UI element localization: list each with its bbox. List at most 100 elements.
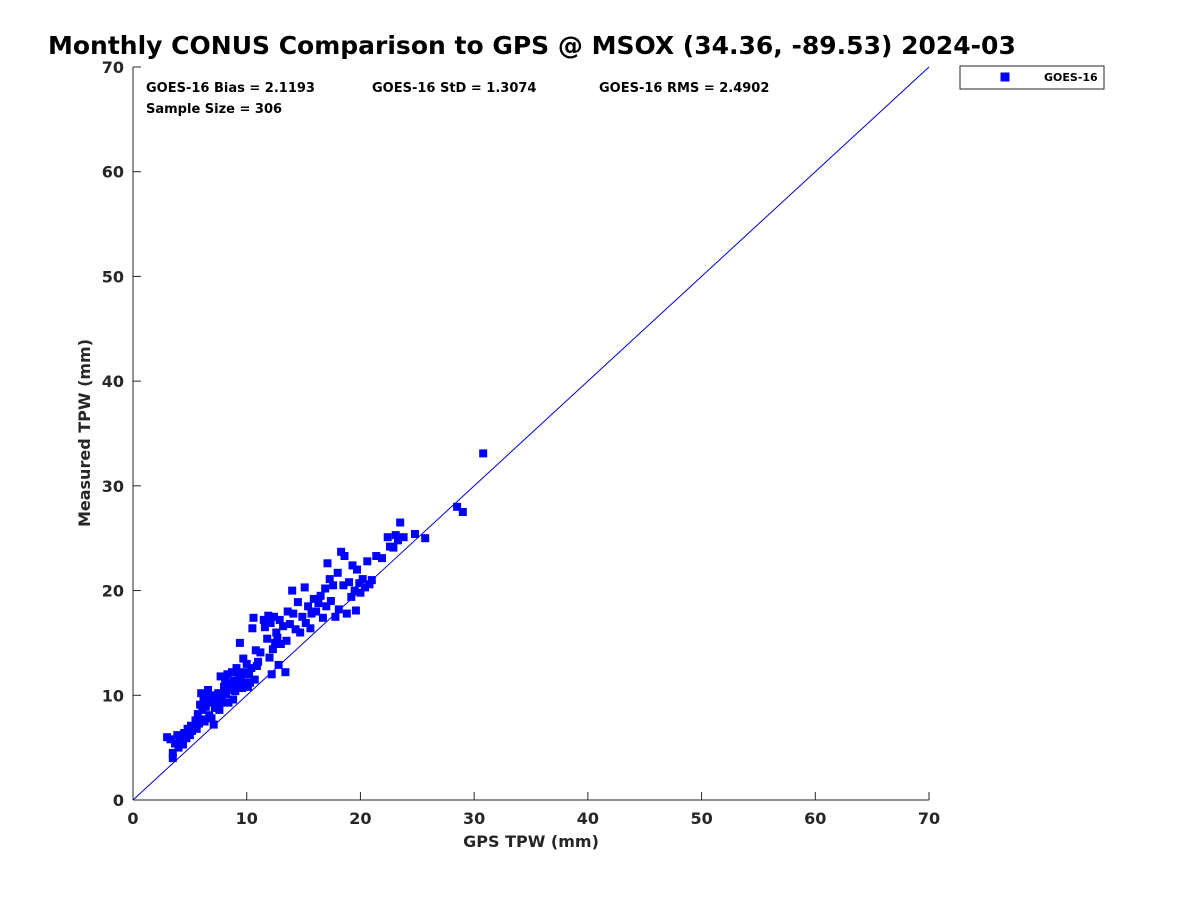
- data-point: [306, 624, 315, 633]
- data-point: [242, 659, 251, 668]
- data-point: [193, 710, 202, 719]
- data-point: [378, 554, 386, 563]
- data-point: [234, 670, 243, 679]
- data-point: [337, 547, 346, 556]
- data-point: [267, 670, 276, 679]
- data-point: [298, 612, 307, 621]
- data-point: [268, 645, 277, 654]
- stat-std: GOES-16 StD = 1.3074: [372, 81, 536, 96]
- data-point: [421, 534, 430, 543]
- x-tick-label: 40: [577, 809, 599, 828]
- data-point: [288, 586, 297, 595]
- data-point: [396, 518, 405, 527]
- stat-sample-size: Sample Size = 306: [146, 102, 282, 117]
- data-point: [300, 583, 309, 592]
- data-point: [348, 561, 357, 570]
- data-point: [204, 686, 213, 694]
- data-point: [333, 568, 342, 577]
- x-tick-label: 70: [918, 809, 940, 828]
- data-point: [226, 686, 235, 694]
- data-point: [276, 640, 285, 648]
- data-point: [321, 584, 330, 593]
- data-point: [174, 743, 183, 752]
- data-point: [351, 606, 360, 615]
- legend-marker: [1000, 72, 1010, 82]
- data-point: [304, 602, 313, 611]
- data-point: [213, 701, 222, 710]
- data-point: [325, 575, 334, 584]
- data-point: [212, 695, 220, 704]
- data-point: [256, 648, 265, 657]
- data-point: [217, 692, 226, 701]
- data-point: [197, 689, 206, 698]
- data-point: [225, 678, 234, 687]
- data-point: [249, 613, 258, 622]
- data-point: [215, 705, 224, 714]
- y-tick-label: 10: [102, 686, 124, 705]
- data-point: [270, 612, 278, 621]
- data-point: [222, 690, 231, 699]
- stat-rms: GOES-16 RMS = 2.4902: [599, 81, 769, 96]
- data-point: [263, 634, 272, 643]
- data-point: [296, 628, 305, 637]
- data-point: [331, 612, 340, 621]
- axes: 0 10 20 30 40 50 60 70 0 10 20 30 40 50 60 70: [102, 58, 940, 828]
- data-point: [224, 698, 233, 707]
- data-point: [365, 580, 374, 589]
- data-point: [274, 660, 283, 669]
- data-point: [265, 653, 274, 662]
- data-point: [177, 733, 186, 742]
- data-point: [208, 691, 217, 700]
- data-point: [202, 692, 211, 701]
- data-point: [171, 739, 180, 748]
- data-point: [361, 583, 369, 592]
- data-point: [326, 597, 335, 605]
- data-point: [322, 602, 331, 611]
- legend-box: [959, 65, 1105, 90]
- data-point: [307, 609, 316, 618]
- x-tick-label: 60: [804, 809, 826, 828]
- data-point: [358, 575, 367, 584]
- x-tick-label: 10: [236, 809, 258, 828]
- data-point: [399, 533, 408, 542]
- data-point: [232, 664, 241, 673]
- data-point: [272, 628, 281, 637]
- data-point: [206, 698, 215, 707]
- legend: GOES-16: [959, 65, 1105, 90]
- data-point: [334, 605, 343, 614]
- data-point: [243, 682, 252, 691]
- data-point: [458, 508, 467, 516]
- data-point: [273, 633, 282, 642]
- y-tick-label: 70: [102, 58, 124, 77]
- series-points: [163, 449, 488, 763]
- data-point: [391, 531, 400, 540]
- data-point: [223, 670, 232, 679]
- data-point: [372, 552, 381, 560]
- data-point: [173, 731, 182, 740]
- data-point: [231, 687, 240, 696]
- y-tick-label: 40: [102, 372, 124, 391]
- data-point: [200, 717, 209, 726]
- data-point: [271, 638, 280, 647]
- data-point: [260, 623, 269, 632]
- data-point: [259, 615, 268, 624]
- data-point: [353, 565, 361, 574]
- data-point: [238, 684, 247, 692]
- data-point: [229, 695, 238, 704]
- data-point: [289, 609, 298, 618]
- one-to-one-line: [132, 66, 930, 801]
- data-point: [218, 698, 227, 707]
- data-point: [347, 592, 356, 601]
- data-point: [312, 607, 321, 616]
- data-point: [180, 729, 189, 737]
- data-point: [247, 664, 256, 673]
- data-point: [235, 638, 244, 647]
- data-point: [250, 675, 259, 684]
- data-point: [216, 672, 225, 681]
- y-tick-label: 0: [113, 791, 124, 810]
- data-point: [301, 619, 310, 627]
- data-point: [355, 579, 364, 588]
- data-point: [245, 670, 253, 679]
- data-point: [221, 675, 230, 684]
